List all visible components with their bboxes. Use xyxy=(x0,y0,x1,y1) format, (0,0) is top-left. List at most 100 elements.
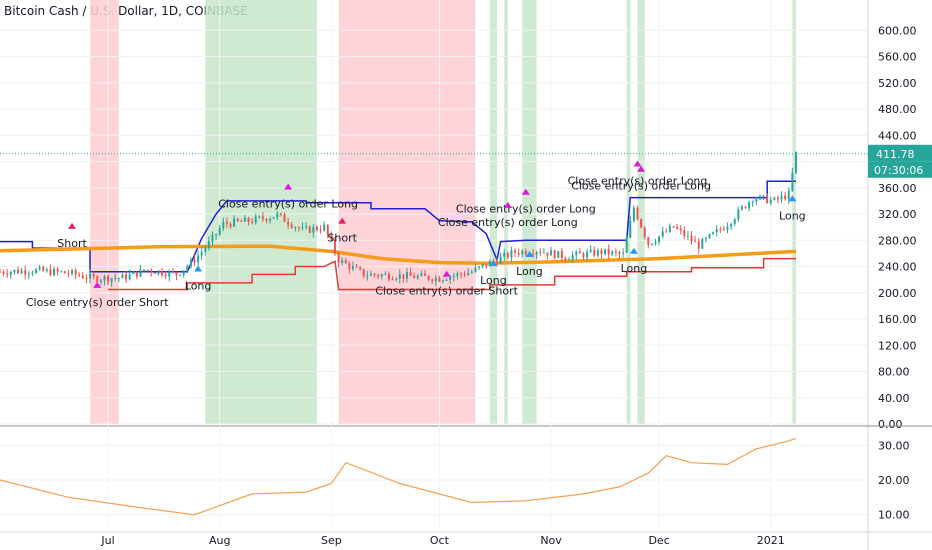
candle-body xyxy=(769,199,772,204)
candle-body xyxy=(175,272,178,276)
candle-body xyxy=(632,207,635,221)
candle-body xyxy=(553,250,556,258)
trade-label: Close entry(s) order Short xyxy=(26,296,169,309)
y-tick-label: 560.00 xyxy=(878,51,917,64)
last-price-tag-label: 411.78 xyxy=(876,148,915,161)
candle-body xyxy=(625,237,628,253)
candle-body xyxy=(377,275,380,277)
candle-body xyxy=(780,195,783,200)
candle-body xyxy=(243,217,246,222)
candle-body xyxy=(672,226,675,228)
candle-body xyxy=(730,224,733,227)
candle-body xyxy=(71,270,74,274)
candle-body xyxy=(668,226,671,232)
indicator-y-tick-label: 10.00 xyxy=(878,509,910,522)
candle-body xyxy=(168,271,171,277)
indicator-y-tick-label: 20.00 xyxy=(878,474,910,487)
y-tick-label: 40.00 xyxy=(878,392,910,405)
close-arrow-icon xyxy=(633,160,642,167)
candle-body xyxy=(568,259,571,261)
candle-body xyxy=(694,241,697,243)
candle-body xyxy=(49,269,52,276)
candle-body xyxy=(445,279,448,281)
candle-body xyxy=(658,236,661,243)
candle-body xyxy=(200,251,203,256)
close-arrow-icon xyxy=(442,270,451,277)
candle-body xyxy=(153,272,156,274)
candle-body xyxy=(744,206,747,209)
candle-body xyxy=(337,253,340,263)
candle-body xyxy=(225,221,228,224)
candle-body xyxy=(171,271,174,273)
candle-body xyxy=(737,209,740,220)
candle-body xyxy=(143,269,146,271)
candle-body xyxy=(762,195,765,197)
candle-body xyxy=(27,273,30,275)
trade-label: Close entry(s) order Long xyxy=(568,174,708,187)
candle-body xyxy=(222,221,225,229)
candle-body xyxy=(103,276,106,281)
candle-body xyxy=(20,270,23,274)
candle-body xyxy=(503,252,506,257)
candle-body xyxy=(92,273,95,277)
candle-body xyxy=(254,216,257,223)
candle-body xyxy=(276,213,279,218)
candle-body xyxy=(283,214,286,222)
candle-body xyxy=(312,227,315,233)
candle-body xyxy=(589,249,592,252)
candle-body xyxy=(139,269,142,277)
candle-body xyxy=(60,271,63,273)
candle-body xyxy=(31,272,34,274)
candle-body xyxy=(78,274,81,276)
candle-body xyxy=(13,269,16,273)
candle-body xyxy=(99,280,102,282)
signal-zone xyxy=(90,0,119,424)
candle-body xyxy=(557,251,560,258)
candle-body xyxy=(560,251,563,258)
candle-body xyxy=(333,239,336,254)
candle-body xyxy=(452,275,455,277)
close-arrow-icon xyxy=(284,183,293,190)
candle-body xyxy=(24,270,27,275)
candle-body xyxy=(53,268,56,276)
candle-body xyxy=(121,274,124,278)
candle-body xyxy=(571,255,574,260)
signal-zone xyxy=(522,0,537,424)
candle-body xyxy=(135,271,138,277)
candle-body xyxy=(496,261,499,264)
candle-body xyxy=(676,227,679,229)
candle-body xyxy=(740,206,743,210)
indicator-line xyxy=(0,437,797,516)
signal-zone xyxy=(489,0,498,424)
indicator-y-tick-label: 30.00 xyxy=(878,439,910,452)
trade-label: Close entry(s) order Long xyxy=(218,197,358,210)
candle-body xyxy=(712,232,715,235)
x-tick-label: Jul xyxy=(100,534,114,547)
candle-body xyxy=(726,226,729,230)
candle-body xyxy=(550,250,553,256)
candle-body xyxy=(251,221,254,223)
y-tick-label: 600.00 xyxy=(878,24,917,37)
candle-body xyxy=(305,226,308,228)
signal-zone xyxy=(504,0,508,424)
candle-body xyxy=(427,275,430,280)
signal-zone xyxy=(205,0,317,424)
trade-label: Long xyxy=(779,209,806,222)
candle-body xyxy=(96,276,99,282)
y-tick-label: 120.00 xyxy=(878,339,917,352)
candle-body xyxy=(661,231,664,237)
candle-body xyxy=(690,235,693,242)
close-arrow-icon xyxy=(521,188,530,195)
candle-body xyxy=(402,274,405,279)
candle-body xyxy=(366,275,369,277)
candle-body xyxy=(211,234,214,242)
trade-label: Long xyxy=(185,279,212,292)
candle-body xyxy=(546,252,549,256)
x-tick-label: Oct xyxy=(430,534,450,547)
candle-body xyxy=(773,197,776,200)
y-tick-label: 360.00 xyxy=(878,182,917,195)
trade-label: Close entry(s) order Long xyxy=(438,216,578,229)
candle-body xyxy=(708,234,711,238)
long-arrow-icon xyxy=(489,260,498,267)
